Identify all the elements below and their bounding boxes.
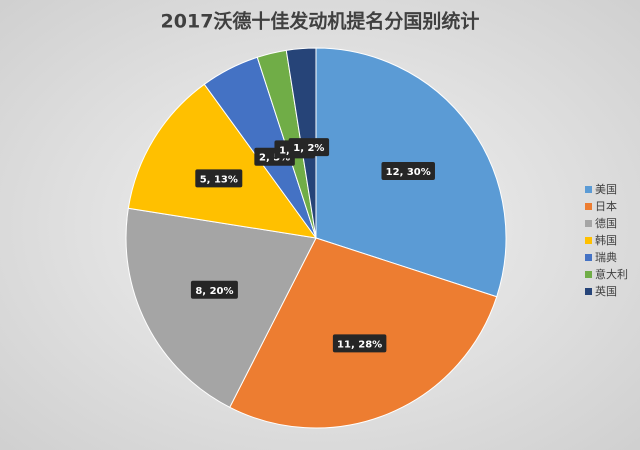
data-label: 12, 30% [386, 167, 431, 178]
data-label-box [195, 169, 243, 188]
pie-slice [229, 237, 498, 429]
legend-label: 英国 [595, 284, 617, 298]
legend-label: 日本 [595, 199, 617, 213]
legend-swatch [585, 254, 592, 261]
data-label-box [332, 334, 387, 353]
legend-label: 韩国 [595, 233, 617, 247]
legend-swatch [585, 237, 592, 244]
chart-title: 2017沃德十佳发动机提名分国别统计 [161, 10, 480, 33]
legend-swatch [585, 203, 592, 210]
data-label-box [381, 161, 435, 180]
legend-label: 瑞典 [595, 250, 617, 264]
legend-label: 德国 [595, 216, 617, 230]
legend-swatch [585, 271, 592, 278]
data-label-box [190, 280, 238, 299]
data-label: 2, 5% [259, 153, 290, 164]
legend-swatch [585, 186, 592, 193]
legend-label: 美国 [595, 183, 617, 196]
legend-swatch [585, 220, 592, 227]
pie-slice [127, 83, 318, 239]
data-label-box [288, 138, 330, 157]
data-label: 5, 13% [200, 174, 238, 185]
legend-swatch [585, 288, 592, 295]
data-label: 8, 20% [195, 286, 233, 297]
data-label: 11, 28% [337, 339, 382, 350]
pie-slice [125, 207, 317, 408]
data-label: 1, 2% [293, 143, 324, 154]
legend-label: 意大利 [595, 267, 628, 281]
